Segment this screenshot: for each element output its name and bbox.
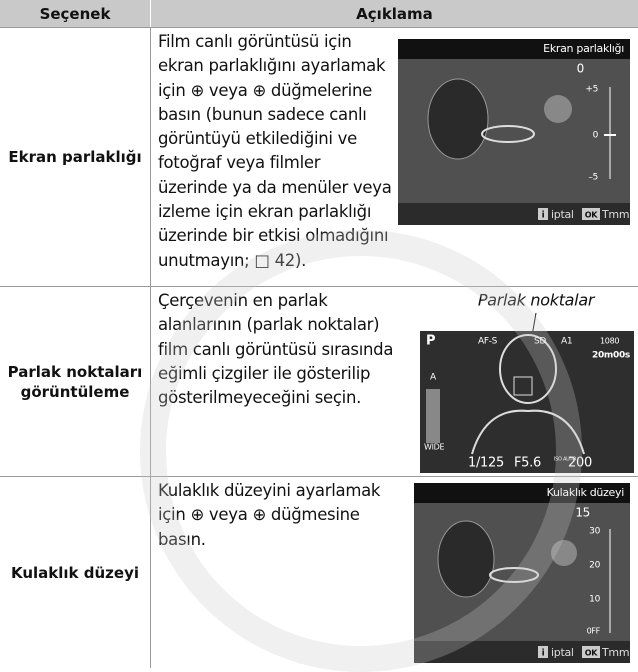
footer-icon: i — [542, 649, 545, 659]
scale-label: 20 — [589, 561, 600, 571]
scale-label: +5 — [585, 85, 598, 95]
option-cell: Parlak noktaları görüntüleme — [7, 363, 143, 401]
screen-label: ISO AUTO — [554, 457, 576, 463]
option-cell: Kulaklık düzeyi — [11, 563, 139, 582]
icon-box — [582, 208, 600, 220]
footer-icon: i — [542, 211, 545, 221]
scale-label: 10 — [589, 595, 600, 605]
screen-label: 1080 — [600, 337, 619, 346]
footer-label: iptal — [551, 646, 574, 659]
focus-frame — [513, 376, 533, 396]
divider — [150, 477, 151, 668]
footer-label: Tmm — [601, 208, 629, 221]
icon-box — [538, 208, 548, 220]
screen-label: 20m00s — [592, 351, 630, 361]
screen-label: P — [426, 334, 435, 349]
backboard — [427, 78, 489, 160]
description-text: Çerçevenin en parlak alanlarının (parlak… — [158, 291, 394, 408]
option-cell: Ekran parlaklığı — [8, 148, 142, 166]
table-row: Ekran parlaklığı Ekran parlaklığı 0 +5 0… — [0, 27, 638, 286]
table-row: Parlak noktaları görüntüleme Parlak nokt… — [0, 286, 638, 477]
screen: Parlak noktalar P AF-S SD A1 1080 20m00s… — [420, 291, 634, 473]
description-text: Film canlı görüntüsü için ekran parlaklı… — [158, 32, 392, 270]
header-cell: Açıklama — [151, 0, 638, 27]
hoop — [489, 567, 539, 583]
divider — [150, 287, 151, 477]
callout: Parlak noktalar — [478, 291, 596, 310]
scale-label: –5 — [588, 173, 598, 183]
footer-icon: OK — [585, 649, 599, 658]
description-cell: Parlak noktalar P AF-S SD A1 1080 20m00s… — [158, 289, 638, 475]
screen-label: A — [430, 373, 437, 383]
screen-value: 0 — [577, 62, 584, 76]
icon-box — [582, 646, 600, 658]
screen-title: Kulaklık düzeyi — [547, 486, 625, 499]
screen-label: WIDE — [424, 443, 445, 452]
description-cell: Kulaklık düzeyi 15 30 20 10 0FF i iptal … — [158, 479, 630, 663]
backboard — [437, 520, 495, 598]
level-meter — [426, 389, 440, 443]
description-cell: Ekran parlaklığı 0 +5 0 –5 i iptal OK Tm… — [158, 30, 630, 273]
screen: Ekran parlaklığı 0 +5 0 –5 i iptal OK Tm… — [398, 39, 630, 225]
scale-label: 30 — [589, 527, 600, 537]
scale-label: 0FF — [587, 627, 601, 636]
screen-label: A1 — [561, 337, 572, 347]
screen-label: SD — [534, 337, 546, 347]
screen-label: 200 — [568, 456, 592, 471]
scale-label: 0 — [593, 131, 599, 141]
person — [544, 95, 572, 123]
footer-label: iptal — [551, 208, 574, 221]
footer-icon: OK — [585, 211, 599, 220]
screen-label: 1/125 — [468, 456, 504, 471]
footer-bar — [398, 203, 630, 225]
header-cell: Seçenek — [0, 0, 150, 27]
face — [499, 334, 557, 404]
footer-label: Tmm — [601, 646, 629, 659]
footer-bar — [414, 641, 630, 663]
icon-box — [538, 646, 548, 658]
screen-title: Ekran parlaklığı — [543, 42, 624, 55]
screen-label: F5.6 — [514, 456, 541, 471]
screen-label: AF-S — [478, 337, 498, 347]
screen: Kulaklık düzeyi 15 30 20 10 0FF i iptal … — [414, 483, 630, 663]
person — [551, 540, 577, 566]
description-text: Kulaklık düzeyini ayarlamak için ⊕ veya … — [158, 481, 381, 549]
hoop — [481, 125, 535, 143]
divider — [150, 28, 151, 286]
screen-value: 15 — [575, 506, 590, 520]
shoulders — [471, 409, 585, 455]
table-row: Kulaklık düzeyi Kulaklık düzeyi 15 30 20… — [0, 476, 638, 668]
